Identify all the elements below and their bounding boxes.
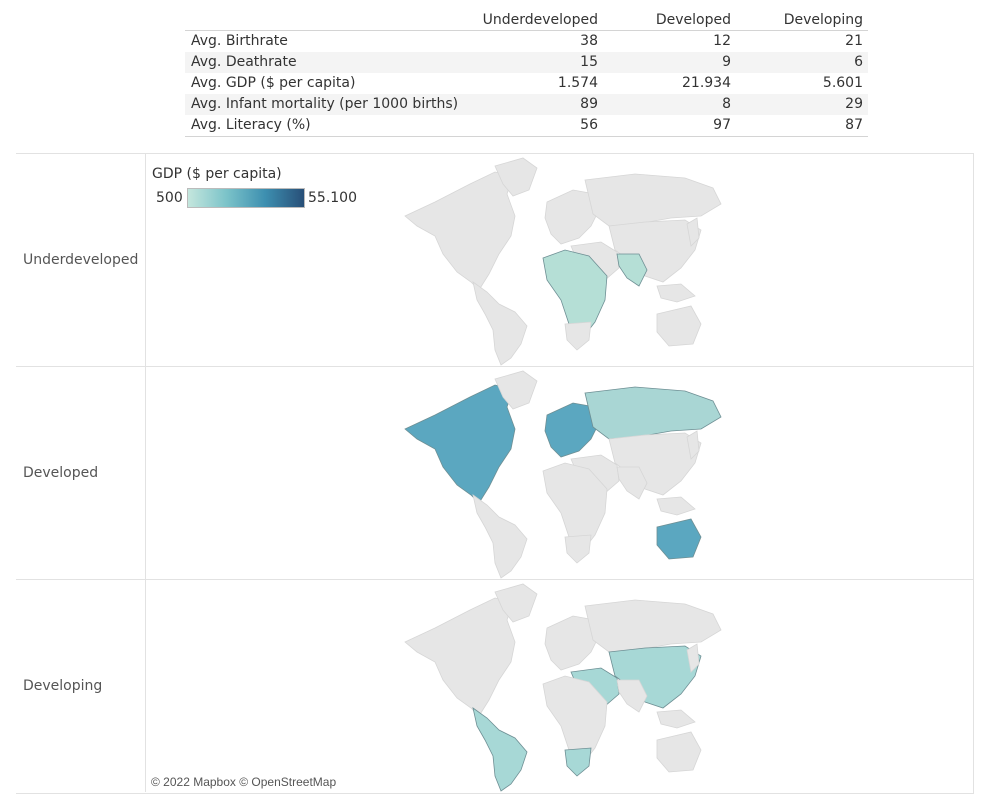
- row-header-developed[interactable]: Developed: [16, 367, 146, 579]
- row-header-developing[interactable]: Developing: [16, 580, 146, 792]
- north-america-region[interactable]: [404, 384, 516, 504]
- cell-value: 29: [845, 96, 863, 112]
- row-divider: [16, 579, 973, 580]
- africa-region[interactable]: [542, 249, 608, 341]
- australia-region[interactable]: [656, 518, 702, 560]
- table-row[interactable]: Avg. Literacy (%) 56 97 87: [185, 115, 868, 136]
- row-header-label: Developing: [23, 678, 103, 694]
- row-label: Avg. Literacy (%): [191, 117, 311, 133]
- table-row[interactable]: Avg. Deathrate 15 9 6: [185, 52, 868, 73]
- asia-region[interactable]: [608, 645, 702, 709]
- table-row[interactable]: Avg. GDP ($ per capita) 1.574 21.934 5.6…: [185, 73, 868, 94]
- greenland-region[interactable]: [494, 583, 538, 623]
- cell-value: 15: [580, 54, 598, 70]
- row-header-label: Developed: [23, 465, 99, 481]
- europe-region[interactable]: [544, 615, 600, 671]
- col-developed[interactable]: Developed: [655, 12, 731, 28]
- latin-america-region[interactable]: [472, 281, 528, 366]
- map-panel: Underdeveloped Developed Developing: [16, 153, 974, 794]
- north-america-region[interactable]: [404, 597, 516, 717]
- south-asia-region[interactable]: [616, 679, 648, 713]
- col-developing[interactable]: Developing: [783, 12, 863, 28]
- africa-region[interactable]: [542, 462, 608, 554]
- map-attribution[interactable]: © 2022 Mapbox © OpenStreetMap: [151, 775, 337, 789]
- world-map: [404, 583, 722, 792]
- cell-value: 12: [713, 33, 731, 49]
- north-america-region[interactable]: [404, 171, 516, 291]
- row-label: Avg. Infant mortality (per 1000 births): [191, 96, 459, 112]
- asia-region[interactable]: [608, 219, 702, 283]
- world-map: [404, 157, 722, 366]
- row-label: Avg. Birthrate: [191, 33, 288, 49]
- latin-america-region[interactable]: [472, 494, 528, 579]
- japan-region[interactable]: [686, 430, 700, 460]
- cell-value: 9: [722, 54, 731, 70]
- summary-header: Underdeveloped Developed Developing: [185, 10, 868, 31]
- australia-region[interactable]: [656, 731, 702, 773]
- southern-africa-region[interactable]: [564, 534, 592, 564]
- legend-gradient: [187, 188, 305, 208]
- south-asia-region[interactable]: [616, 466, 648, 500]
- southern-africa-region[interactable]: [564, 321, 592, 351]
- japan-region[interactable]: [686, 643, 700, 673]
- asia-region[interactable]: [608, 432, 702, 496]
- row-header-underdeveloped[interactable]: Underdeveloped: [16, 154, 146, 366]
- latin-america-region[interactable]: [472, 707, 528, 792]
- southern-africa-region[interactable]: [564, 747, 592, 777]
- cell-value: 21: [845, 33, 863, 49]
- cell-value: 1.574: [557, 75, 598, 91]
- world-map: [404, 370, 722, 579]
- cell-value: 89: [580, 96, 598, 112]
- legend-max: 55.100: [308, 190, 357, 206]
- cell-value: 38: [580, 33, 598, 49]
- table-row[interactable]: Avg. Birthrate 38 12 21: [185, 31, 868, 52]
- australia-region[interactable]: [656, 305, 702, 347]
- russia-region[interactable]: [584, 173, 722, 227]
- summary-table: Underdeveloped Developed Developing Avg.…: [185, 10, 868, 137]
- row-divider: [16, 366, 973, 367]
- col-underdeveloped[interactable]: Underdeveloped: [482, 12, 598, 28]
- cell-value: 5.601: [822, 75, 863, 91]
- cell-value: 21.934: [682, 75, 731, 91]
- south-asia-region[interactable]: [616, 253, 648, 287]
- row-label: Avg. Deathrate: [191, 54, 297, 70]
- map-underdeveloped[interactable]: [395, 154, 723, 366]
- map-developed[interactable]: [395, 367, 723, 579]
- row-header-label: Underdeveloped: [23, 252, 139, 268]
- se-asia-region[interactable]: [656, 283, 696, 303]
- table-divider: [185, 136, 868, 137]
- se-asia-region[interactable]: [656, 496, 696, 516]
- japan-region[interactable]: [686, 217, 700, 247]
- cell-value: 56: [580, 117, 598, 133]
- legend-min: 500: [156, 190, 183, 206]
- se-asia-region[interactable]: [656, 709, 696, 729]
- russia-region[interactable]: [584, 599, 722, 653]
- europe-region[interactable]: [544, 189, 600, 245]
- russia-region[interactable]: [584, 386, 722, 440]
- row-label: Avg. GDP ($ per capita): [191, 75, 356, 91]
- legend-title: GDP ($ per capita): [152, 166, 282, 182]
- cell-value: 8: [722, 96, 731, 112]
- color-legend[interactable]: GDP ($ per capita) 500 55.100: [152, 166, 358, 208]
- greenland-region[interactable]: [494, 370, 538, 410]
- map-developing[interactable]: [395, 580, 723, 792]
- cell-value: 87: [845, 117, 863, 133]
- africa-region[interactable]: [542, 675, 608, 767]
- europe-region[interactable]: [544, 402, 600, 458]
- table-row[interactable]: Avg. Infant mortality (per 1000 births) …: [185, 94, 868, 115]
- cell-value: 97: [713, 117, 731, 133]
- cell-value: 6: [854, 54, 863, 70]
- greenland-region[interactable]: [494, 157, 538, 197]
